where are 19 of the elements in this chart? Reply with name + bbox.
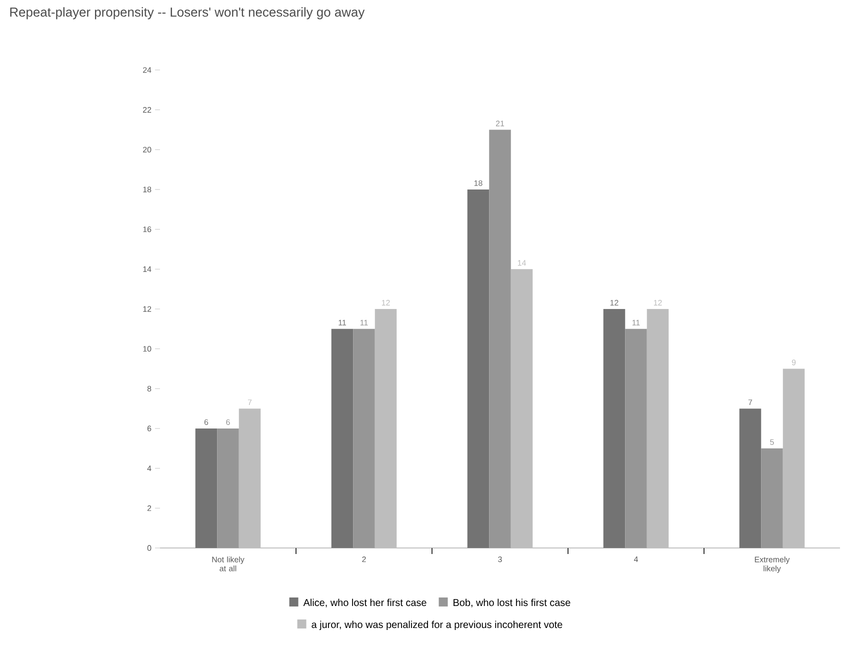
legend-label: Bob, who lost his first case bbox=[454, 598, 570, 608]
legend-label: Alice, who lost her first case bbox=[303, 598, 426, 608]
bar bbox=[238, 408, 261, 548]
bar bbox=[489, 130, 511, 548]
bar bbox=[625, 328, 647, 548]
bar bbox=[467, 189, 490, 548]
chart-title: Repeat-player propensity -- Losers' won't necessarily go away bbox=[10, 7, 365, 20]
bar bbox=[374, 308, 397, 548]
bar bbox=[646, 308, 669, 548]
bar bbox=[782, 368, 805, 548]
bar bbox=[603, 308, 626, 548]
legend-label: a juror, who was penalized for a previous incoherent vote bbox=[312, 620, 562, 630]
bar bbox=[217, 428, 239, 548]
bar bbox=[331, 328, 354, 548]
bar bbox=[195, 428, 218, 548]
bar bbox=[510, 269, 533, 548]
bar bbox=[761, 448, 783, 548]
bar bbox=[353, 328, 375, 548]
bar bbox=[739, 408, 762, 548]
